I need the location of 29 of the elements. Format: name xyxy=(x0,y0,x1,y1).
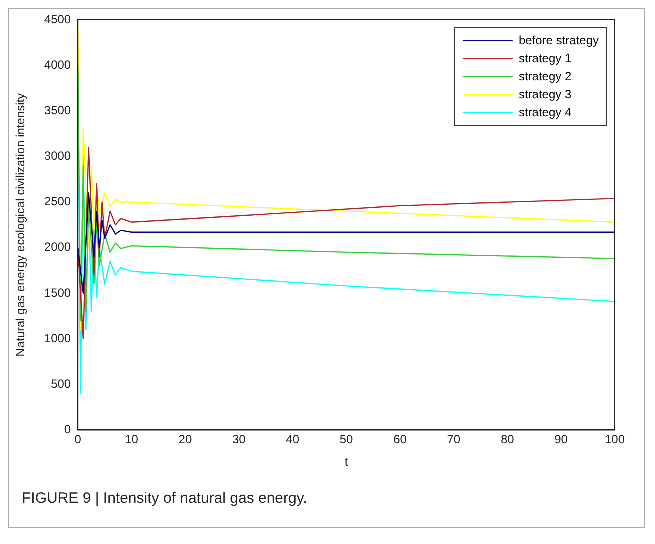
x-tick-label: 100 xyxy=(604,432,626,447)
y-tick-label: 500 xyxy=(51,376,72,391)
y-tick-label: 1000 xyxy=(44,331,72,346)
y-tick-label: 4000 xyxy=(44,58,72,72)
x-tick-label: 30 xyxy=(232,432,246,447)
legend-label: strategy 4 xyxy=(518,105,572,120)
x-tick-label: 40 xyxy=(286,432,300,447)
legend-label: before strategy xyxy=(518,33,599,48)
x-tick-label: 70 xyxy=(447,432,461,447)
x-tick-label: 60 xyxy=(394,432,408,447)
x-tick-label: 20 xyxy=(178,432,192,447)
y-tick-label: 1500 xyxy=(44,286,72,300)
legend-label: strategy 1 xyxy=(518,51,572,66)
y-tick-label: 0 xyxy=(64,422,72,437)
x-tick-label: 50 xyxy=(340,432,354,447)
x-tick-label: 0 xyxy=(74,432,82,447)
x-tick-label: 10 xyxy=(125,432,139,447)
legend-label: strategy 3 xyxy=(518,87,572,102)
x-tick-label: 90 xyxy=(554,432,568,447)
caption: FIGURE 9 | Intensity of natural gas energy. xyxy=(22,490,308,507)
y-tick-label: 2500 xyxy=(44,194,72,209)
x-tick-label: 80 xyxy=(500,432,515,447)
x-axis-title: t xyxy=(344,455,349,470)
y-tick-label: 3000 xyxy=(44,149,72,164)
y-tick-label: 2000 xyxy=(44,240,72,254)
y-tick-label: 3500 xyxy=(44,103,72,118)
y-axis-title: Natural gas energy ecological civilization intensity xyxy=(14,93,28,357)
legend-label: strategy 2 xyxy=(518,69,572,84)
y-tick-label: 4500 xyxy=(44,12,72,26)
